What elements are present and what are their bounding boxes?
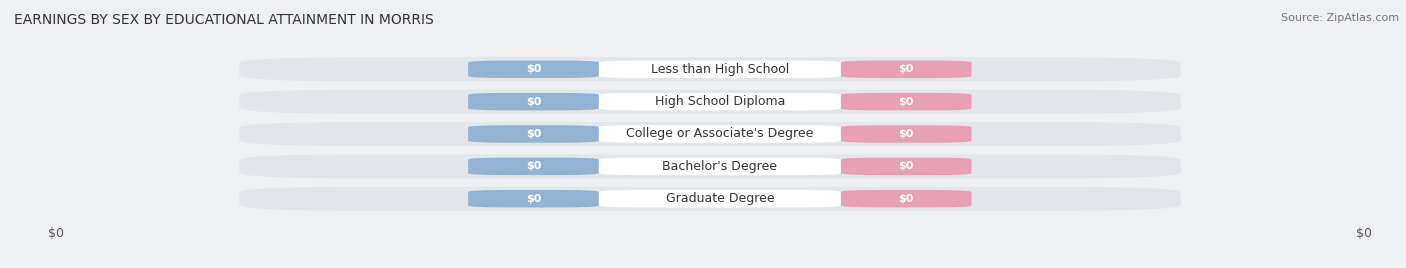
Text: $0: $0: [526, 194, 541, 204]
Text: $0: $0: [898, 64, 914, 74]
FancyBboxPatch shape: [239, 122, 1181, 146]
FancyBboxPatch shape: [239, 90, 1181, 114]
FancyBboxPatch shape: [468, 125, 599, 143]
FancyBboxPatch shape: [239, 154, 1181, 178]
FancyBboxPatch shape: [468, 190, 599, 207]
Text: Graduate Degree: Graduate Degree: [665, 192, 775, 205]
FancyBboxPatch shape: [841, 125, 972, 143]
FancyBboxPatch shape: [599, 93, 841, 110]
FancyBboxPatch shape: [468, 61, 599, 78]
Text: Source: ZipAtlas.com: Source: ZipAtlas.com: [1281, 13, 1399, 23]
FancyBboxPatch shape: [599, 125, 841, 143]
Text: $0: $0: [526, 64, 541, 74]
Text: $0: $0: [898, 194, 914, 204]
FancyBboxPatch shape: [841, 158, 972, 175]
FancyBboxPatch shape: [841, 93, 972, 110]
FancyBboxPatch shape: [468, 93, 599, 110]
Text: $0: $0: [898, 161, 914, 171]
FancyBboxPatch shape: [841, 190, 972, 207]
Text: Less than High School: Less than High School: [651, 63, 789, 76]
Text: Bachelor's Degree: Bachelor's Degree: [662, 160, 778, 173]
Text: College or Associate's Degree: College or Associate's Degree: [626, 128, 814, 140]
Text: EARNINGS BY SEX BY EDUCATIONAL ATTAINMENT IN MORRIS: EARNINGS BY SEX BY EDUCATIONAL ATTAINMEN…: [14, 13, 434, 27]
Text: $0: $0: [898, 129, 914, 139]
FancyBboxPatch shape: [841, 61, 972, 78]
Text: $0: $0: [526, 97, 541, 107]
FancyBboxPatch shape: [599, 61, 841, 78]
Text: $0: $0: [526, 161, 541, 171]
Text: High School Diploma: High School Diploma: [655, 95, 785, 108]
FancyBboxPatch shape: [599, 190, 841, 207]
FancyBboxPatch shape: [599, 158, 841, 175]
Text: $0: $0: [898, 97, 914, 107]
Text: $0: $0: [526, 129, 541, 139]
FancyBboxPatch shape: [239, 187, 1181, 211]
FancyBboxPatch shape: [468, 158, 599, 175]
FancyBboxPatch shape: [239, 57, 1181, 81]
